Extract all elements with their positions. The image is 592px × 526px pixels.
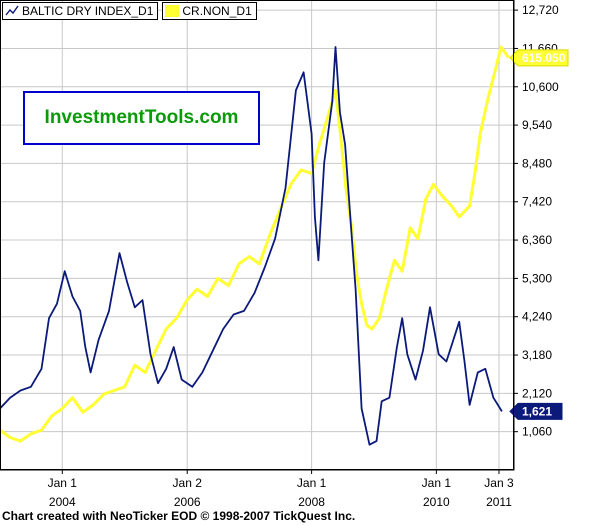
x-tick-month-label: Jan 2: [173, 476, 203, 490]
crnon-swatch-icon: [165, 5, 180, 17]
last-value-label-bdi: 1,621: [522, 404, 552, 418]
x-tick-year-label: 2004: [49, 495, 76, 509]
y-tick-label: 1,060: [522, 425, 552, 439]
footer-credit: Chart created with NeoTicker EOD © 1998-…: [2, 509, 356, 523]
legend-item-crnon[interactable]: CR.NON_D1: [162, 2, 257, 20]
last-value-label-crnon: 615.050: [522, 51, 566, 65]
y-tick-label: 8,480: [522, 156, 552, 170]
y-tick-label: 12,720: [522, 3, 559, 17]
y-tick-label: 6,360: [522, 233, 552, 247]
y-tick-label: 10,600: [522, 80, 559, 94]
x-tick-month-label: Jan 3: [484, 476, 514, 490]
legend: BALTIC DRY INDEX_D1 CR.NON_D1: [2, 2, 261, 20]
x-tick-year-label: 2006: [174, 495, 201, 509]
y-tick-label: 4,240: [522, 310, 552, 324]
x-tick-year-label: 2010: [423, 495, 450, 509]
plot-border: [0, 0, 514, 470]
y-tick-label: 5,300: [522, 271, 552, 285]
legend-label-crnon: CR.NON_D1: [182, 4, 252, 18]
x-tick-month-label: Jan 1: [48, 476, 78, 490]
y-tick-label: 9,540: [522, 118, 552, 132]
y-tick-label: 2,120: [522, 386, 552, 400]
x-tick-year-label: 2011: [486, 495, 512, 509]
watermark-box: InvestmentTools.com: [23, 91, 260, 145]
bdi-line-icon: [5, 5, 19, 17]
plot-area: [0, 0, 515, 471]
watermark-text: InvestmentTools.com: [44, 107, 239, 128]
x-tick-month-label: Jan 1: [297, 476, 327, 490]
last-value-tag-bdi: [509, 402, 563, 420]
legend-label-bdi: BALTIC DRY INDEX_D1: [22, 4, 154, 18]
y-tick-label: 3,180: [522, 348, 552, 362]
y-tick-label: 7,420: [522, 195, 552, 209]
series-line-crnon: [0, 45, 510, 443]
legend-item-bdi[interactable]: BALTIC DRY INDEX_D1: [2, 2, 159, 20]
x-tick-year-label: 2008: [298, 495, 325, 509]
last-value-tag-crnon: [509, 49, 569, 67]
x-tick-month-label: Jan 1: [422, 476, 452, 490]
series-line-bdi: [0, 46, 503, 446]
